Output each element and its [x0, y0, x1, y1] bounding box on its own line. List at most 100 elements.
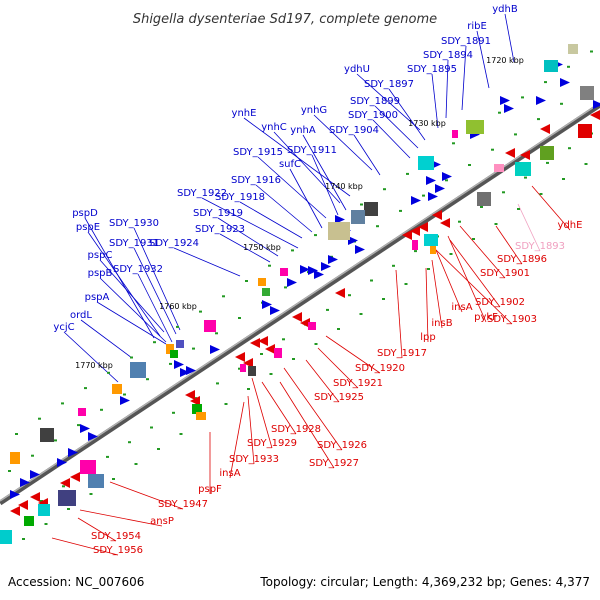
gene-arrow-forward[interactable] [314, 270, 324, 279]
gene-label-reverse[interactable]: SDY_1901 [480, 268, 530, 279]
gene-block[interactable] [176, 340, 184, 348]
gene-label-forward[interactable]: ordL [70, 310, 92, 321]
gene-label-forward[interactable]: SDY_1923 [195, 224, 245, 235]
gene-block[interactable] [494, 164, 504, 172]
gene-label-reverse[interactable]: ydhE [558, 220, 583, 231]
gene-block[interactable] [515, 162, 531, 176]
gene-arrow-forward[interactable] [536, 96, 546, 105]
gene-arrow-reverse[interactable] [30, 492, 40, 502]
gene-arrow-forward[interactable] [504, 104, 514, 113]
gene-label-forward[interactable]: SDY_1894 [423, 50, 473, 61]
gene-block[interactable] [248, 366, 256, 376]
gene-arrow-forward[interactable] [328, 255, 338, 264]
gene-block[interactable] [196, 412, 206, 420]
gene-block[interactable] [58, 490, 76, 506]
gene-label-reverse[interactable]: insA [219, 468, 240, 479]
gene-label-reverse[interactable]: pykF [474, 312, 498, 323]
gene-block[interactable] [328, 222, 350, 240]
gene-block[interactable] [540, 146, 554, 160]
gene-label-reverse[interactable]: SDY_1917 [377, 348, 427, 359]
gene-block[interactable] [170, 350, 178, 358]
gene-arrow-reverse[interactable] [300, 318, 310, 328]
gene-label-forward[interactable]: SDY_1916 [231, 175, 281, 186]
gene-arrow-reverse[interactable] [18, 500, 28, 510]
gene-arrow-reverse[interactable] [540, 124, 550, 134]
gene-arrow-forward[interactable] [348, 236, 358, 245]
gene-arrow-reverse[interactable] [258, 336, 268, 346]
gene-label-forward[interactable]: SDY_1895 [407, 64, 457, 75]
gene-label-forward[interactable]: SDY_1891 [441, 36, 491, 47]
gene-label-reverse[interactable]: SDY_1928 [271, 424, 321, 435]
gene-arrow-reverse[interactable] [250, 338, 260, 348]
gene-label-forward[interactable]: pspC [88, 250, 113, 261]
gene-arrow-forward[interactable] [428, 192, 438, 201]
gene-label-forward[interactable]: sufC [279, 159, 301, 170]
gene-arrow-forward[interactable] [210, 345, 220, 354]
gene-block[interactable] [580, 86, 594, 100]
gene-block[interactable] [240, 364, 246, 372]
gene-block[interactable] [418, 156, 434, 170]
gene-arrow-forward[interactable] [300, 265, 310, 274]
gene-block[interactable] [351, 210, 365, 224]
gene-block[interactable] [424, 234, 438, 246]
gene-block[interactable] [544, 60, 558, 72]
gene-label-forward[interactable]: SDY_1911 [287, 145, 337, 156]
gene-label-forward[interactable]: ynhE [232, 108, 257, 119]
gene-arrow-reverse[interactable] [418, 222, 428, 232]
gene-arrow-reverse[interactable] [520, 150, 530, 160]
gene-label-forward[interactable]: SDY_1922 [177, 188, 227, 199]
gene-label-forward[interactable]: SDY_1930 [109, 218, 159, 229]
gene-arrow-forward[interactable] [335, 215, 345, 224]
gene-arrow-forward[interactable] [68, 448, 78, 457]
gene-block[interactable] [568, 44, 578, 54]
gene-block[interactable] [0, 530, 12, 544]
gene-arrow-reverse[interactable] [185, 390, 195, 400]
gene-arrow-reverse[interactable] [505, 148, 515, 158]
gene-arrow-forward[interactable] [321, 262, 331, 271]
gene-arrow-forward[interactable] [442, 172, 452, 181]
gene-label-reverse[interactable]: SDY_1896 [497, 254, 547, 265]
gene-arrow-forward[interactable] [57, 458, 67, 467]
gene-arrow-reverse[interactable] [243, 358, 253, 368]
gene-label-reverse[interactable]: SDY_1926 [317, 440, 367, 451]
gene-arrow-forward[interactable] [411, 196, 421, 205]
gene-arrow-reverse[interactable] [190, 396, 200, 406]
gene-block[interactable] [477, 192, 491, 206]
gene-arrow-forward[interactable] [287, 278, 297, 287]
gene-arrow-reverse[interactable] [70, 472, 80, 482]
gene-label-forward[interactable]: ydhB [492, 4, 518, 15]
gene-label-reverse[interactable]: SDY_1902 [475, 297, 525, 308]
gene-label-reverse[interactable]: SDY_1947 [158, 499, 208, 510]
gene-label-forward[interactable]: SDY_1919 [193, 208, 243, 219]
gene-arrow-reverse[interactable] [440, 218, 450, 228]
gene-block[interactable] [280, 268, 288, 276]
gene-arrow-forward[interactable] [500, 96, 510, 105]
gene-label-forward[interactable]: SDY_1900 [348, 110, 398, 121]
gene-arrow-forward[interactable] [270, 306, 280, 315]
gene-block[interactable] [38, 504, 50, 516]
gene-label-reverse[interactable]: SDY_1925 [314, 392, 364, 403]
gene-label-reverse[interactable]: SDY_1921 [333, 378, 383, 389]
gene-label-reverse[interactable]: SDY_1954 [91, 531, 141, 542]
gene-arrow-forward[interactable] [120, 396, 130, 405]
gene-block[interactable] [192, 404, 202, 414]
gene-arrow-reverse[interactable] [265, 344, 275, 354]
gene-arrow-reverse[interactable] [10, 506, 20, 516]
gene-arrow-forward[interactable] [80, 424, 90, 433]
gene-label-reverse[interactable]: insB [431, 318, 452, 329]
gene-label-forward[interactable]: pspE [76, 222, 100, 233]
gene-label-reverse[interactable]: ansP [150, 516, 174, 527]
gene-label-reverse[interactable]: SDY_1920 [355, 363, 405, 374]
gene-label-reverse[interactable]: SDY_1929 [247, 438, 297, 449]
gene-label-reverse[interactable]: insA [451, 302, 472, 313]
gene-block[interactable] [452, 130, 458, 138]
gene-block[interactable] [578, 124, 592, 138]
gene-block[interactable] [258, 278, 266, 286]
gene-arrow-reverse[interactable] [590, 110, 600, 120]
gene-block[interactable] [466, 120, 484, 134]
gene-arrow-forward[interactable] [174, 360, 184, 369]
gene-label-forward[interactable]: pspA [85, 292, 110, 303]
gene-arrow-reverse[interactable] [292, 312, 302, 322]
gene-label-forward[interactable]: SDY_1931 [109, 238, 159, 249]
gene-label-forward[interactable]: pspD [72, 208, 98, 219]
